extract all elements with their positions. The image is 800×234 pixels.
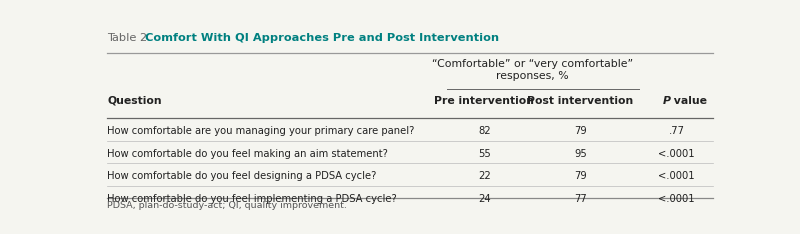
Text: <.0001: <.0001: [658, 171, 695, 181]
Text: 95: 95: [574, 149, 587, 159]
Text: How comfortable do you feel implementing a PDSA cycle?: How comfortable do you feel implementing…: [107, 194, 397, 204]
Text: Question: Question: [107, 96, 162, 106]
Text: “Comfortable” or “very comfortable”
responses, %: “Comfortable” or “very comfortable” resp…: [432, 59, 633, 81]
Text: How comfortable do you feel making an aim statement?: How comfortable do you feel making an ai…: [107, 149, 388, 159]
Text: 22: 22: [478, 171, 490, 181]
Text: 79: 79: [574, 171, 587, 181]
Text: How comfortable are you managing your primary care panel?: How comfortable are you managing your pr…: [107, 126, 415, 136]
Text: 77: 77: [574, 194, 587, 204]
Text: <.0001: <.0001: [658, 194, 695, 204]
Text: <.0001: <.0001: [658, 149, 695, 159]
Text: 79: 79: [574, 126, 587, 136]
Text: 55: 55: [478, 149, 490, 159]
Text: Post intervention: Post intervention: [527, 96, 634, 106]
Text: Pre intervention: Pre intervention: [434, 96, 534, 106]
Text: Table 2.: Table 2.: [107, 33, 155, 43]
Text: 82: 82: [478, 126, 490, 136]
Text: .77: .77: [669, 126, 685, 136]
Text: PDSA, plan-do-study-act; QI, quality improvement.: PDSA, plan-do-study-act; QI, quality imp…: [107, 201, 347, 210]
Text: value: value: [670, 96, 707, 106]
Text: P: P: [663, 96, 671, 106]
Text: 24: 24: [478, 194, 490, 204]
Text: Comfort With QI Approaches Pre and Post Intervention: Comfort With QI Approaches Pre and Post …: [145, 33, 498, 43]
Text: How comfortable do you feel designing a PDSA cycle?: How comfortable do you feel designing a …: [107, 171, 377, 181]
